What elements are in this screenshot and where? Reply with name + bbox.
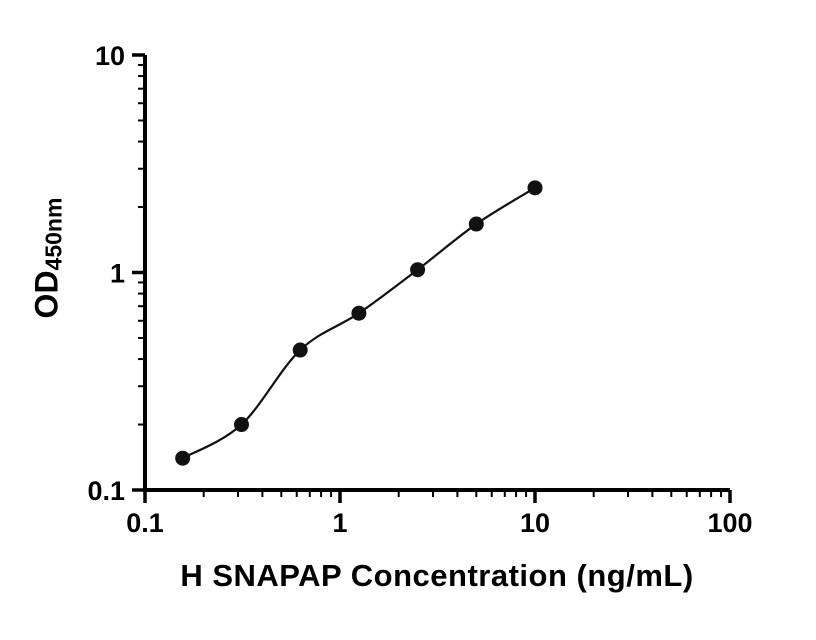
x-axis-title: H SNAPAP Concentration (ng/mL): [180, 558, 694, 593]
data-point: [410, 262, 426, 278]
data-points: [175, 180, 543, 466]
y-tick-label: 10: [95, 41, 125, 71]
y-tick-label: 0.1: [87, 476, 125, 506]
minor-ticks: [138, 63, 723, 497]
x-tick-label: 100: [707, 508, 752, 538]
tick-labels: 0.1 1 10 100 0.1 1 10: [87, 41, 752, 538]
data-point: [527, 180, 543, 196]
y-axis-title-subscript: 450nm: [40, 197, 67, 271]
data-point: [292, 342, 308, 358]
x-tick-label: 10: [520, 508, 550, 538]
data-point: [468, 216, 484, 232]
axes-spines: [143, 55, 730, 492]
x-tick-label: 1: [332, 508, 347, 538]
y-axis-title-base: OD: [28, 270, 65, 319]
major-ticks: [132, 53, 732, 503]
data-point: [351, 305, 367, 321]
y-tick-label: 1: [110, 259, 125, 289]
x-tick-label: 0.1: [126, 508, 164, 538]
data-point: [175, 450, 191, 466]
data-point: [233, 417, 249, 433]
y-axis-title: OD450nm: [28, 197, 67, 319]
